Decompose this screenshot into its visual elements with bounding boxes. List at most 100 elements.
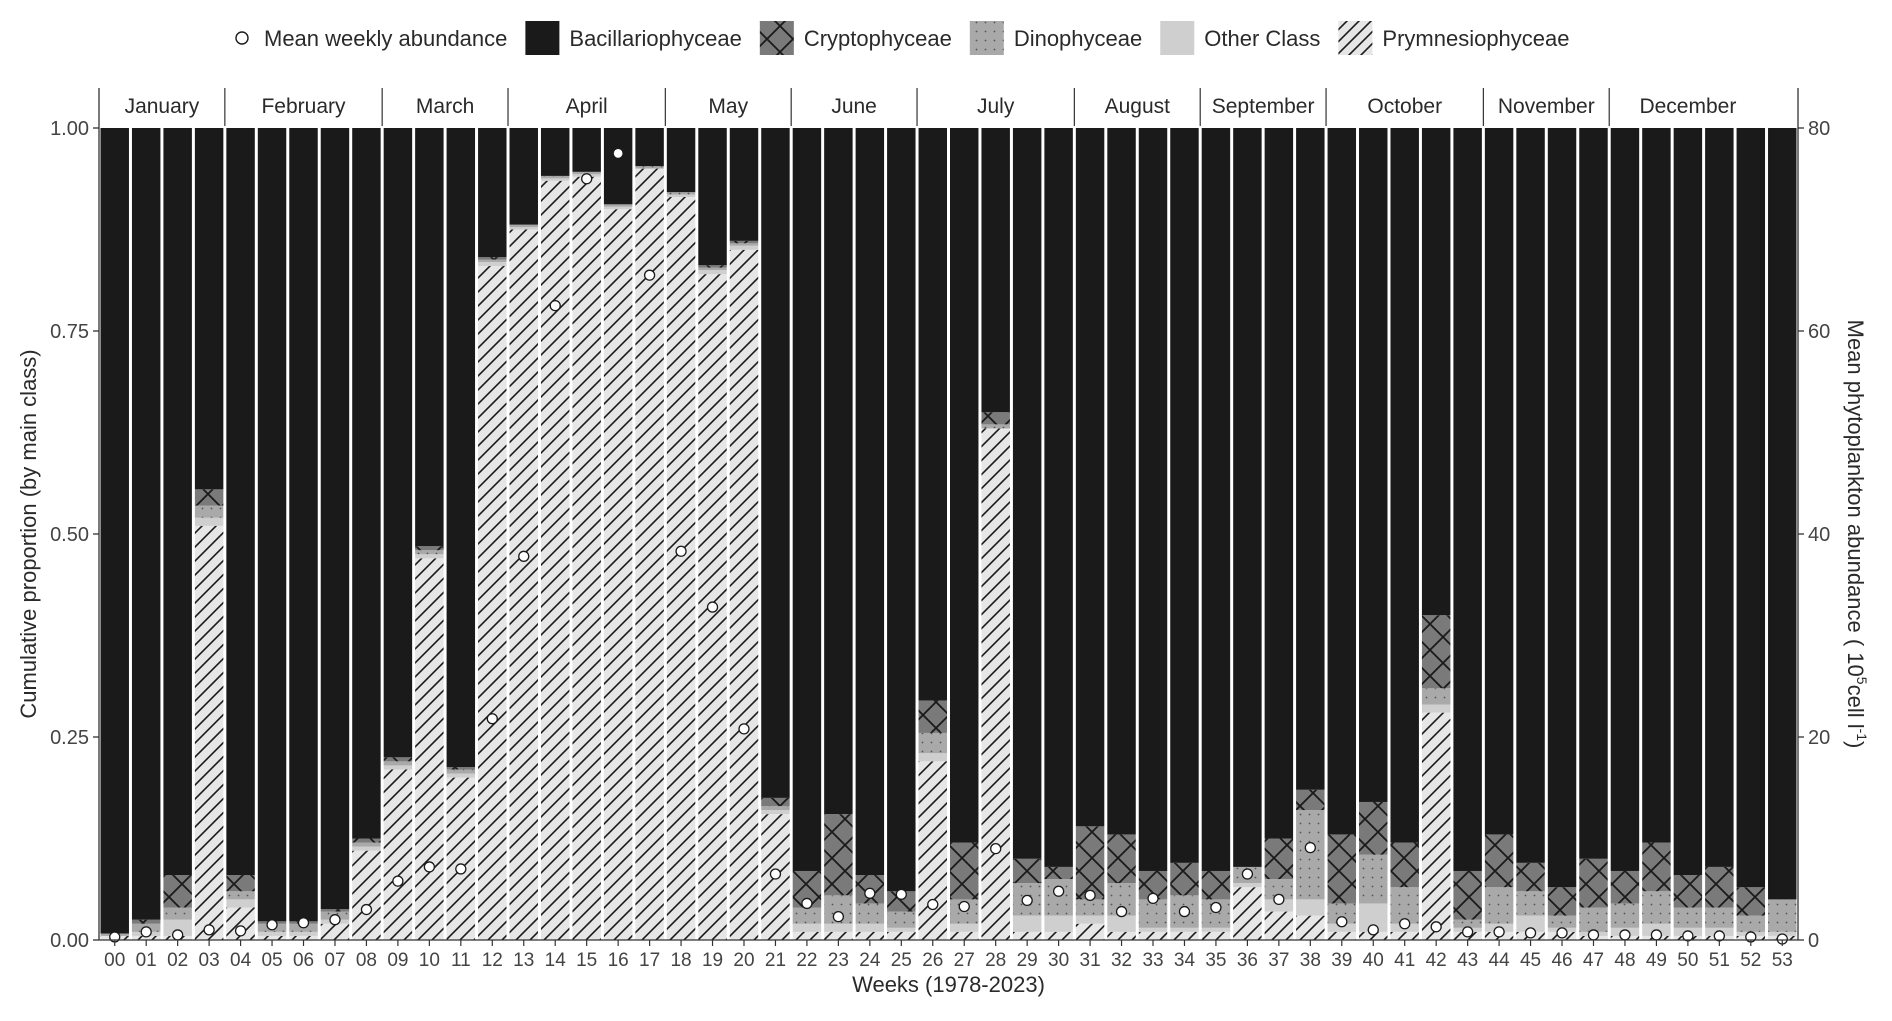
bar-segment-other-class-week-30 bbox=[1044, 915, 1073, 932]
bar-segment-cryptophyceae-week-23 bbox=[824, 814, 853, 896]
bar-segment-prymnesiophyceae-week-05 bbox=[257, 935, 287, 940]
bar-segment-cryptophyceae-week-52 bbox=[1736, 887, 1766, 916]
abundance-point-week-25 bbox=[895, 888, 907, 900]
x-tick-label: 52 bbox=[1740, 950, 1761, 971]
abundance-point-week-22 bbox=[801, 897, 813, 910]
bar-segment-dinophyceae-week-21 bbox=[761, 806, 790, 811]
legend-swatch-bac bbox=[525, 21, 560, 55]
bar-segment-bacillariophyceae-week-00 bbox=[100, 128, 129, 934]
month-label: August bbox=[1105, 95, 1171, 118]
bar-segment-dinophyceae-week-38 bbox=[1296, 810, 1325, 900]
bar-segment-prymnesiophyceae-week-08 bbox=[352, 850, 381, 940]
bar-segment-other-class-week-33 bbox=[1138, 927, 1168, 932]
bar-segment-cryptophyceae-week-44 bbox=[1484, 834, 1514, 888]
bar-segment-dinophyceae-week-41 bbox=[1390, 887, 1419, 924]
x-tick-label: 46 bbox=[1551, 950, 1572, 971]
month-label: May bbox=[708, 95, 748, 118]
month-label: June bbox=[831, 95, 877, 118]
bar-segment-dinophyceae-week-46 bbox=[1547, 915, 1577, 928]
bar-segment-bacillariophyceae-week-08 bbox=[352, 128, 381, 839]
bar-segment-bacillariophyceae-week-18 bbox=[666, 128, 696, 193]
bar-segment-prymnesiophyceae-week-24 bbox=[855, 931, 885, 940]
bar-segment-other-class-week-09 bbox=[383, 765, 413, 770]
month-label: February bbox=[261, 95, 346, 118]
bar-segment-bacillariophyceae-week-41 bbox=[1390, 128, 1419, 843]
bar-segment-bacillariophyceae-week-04 bbox=[226, 128, 255, 876]
bar-segment-dinophyceae-week-19 bbox=[698, 267, 727, 271]
bar-segment-bacillariophyceae-week-31 bbox=[1075, 128, 1105, 827]
bar-segment-other-class-week-04 bbox=[226, 899, 255, 908]
abundance-point-week-26 bbox=[927, 898, 939, 911]
bar-segment-cryptophyceae-week-27 bbox=[950, 842, 979, 900]
bar-segment-dinophyceae-week-16 bbox=[603, 204, 633, 207]
bar-segment-prymnesiophyceae-week-20 bbox=[729, 249, 759, 941]
abundance-point-week-47 bbox=[1587, 929, 1600, 941]
abundance-point-week-04 bbox=[234, 925, 247, 937]
bar-segment-dinophyceae-week-28 bbox=[981, 424, 1010, 429]
bar-segment-other-class-week-24 bbox=[855, 923, 885, 932]
abundance-point-week-17 bbox=[643, 269, 656, 281]
bar-segment-other-class-week-26 bbox=[918, 753, 947, 762]
bar-segment-cryptophyceae-week-49 bbox=[1642, 842, 1671, 892]
legend-label: Cryptophyceae bbox=[804, 26, 952, 51]
bar-segment-cryptophyceae-week-39 bbox=[1327, 834, 1357, 904]
bar-segment-bacillariophyceae-week-42 bbox=[1421, 128, 1451, 616]
bar-segment-prymnesiophyceae-week-27 bbox=[950, 931, 979, 940]
y-axis-left-title: Cumulative proportion (by main class) bbox=[16, 349, 41, 718]
abundance-point-week-14 bbox=[549, 299, 561, 312]
x-tick-label: 02 bbox=[167, 950, 188, 971]
bar-segment-prymnesiophyceae-week-12 bbox=[478, 266, 507, 940]
bar-segment-other-class-week-13 bbox=[509, 227, 538, 230]
abundance-point-week-19 bbox=[706, 601, 719, 613]
bar-segment-bacillariophyceae-week-26 bbox=[918, 128, 947, 701]
bar-segment-bacillariophyceae-week-14 bbox=[540, 128, 570, 176]
abundance-point-week-01 bbox=[140, 926, 152, 938]
abundance-point-week-29 bbox=[1021, 894, 1033, 907]
legend-item-bac: Bacillariophyceae bbox=[525, 21, 742, 55]
bar-segment-cryptophyceae-week-10 bbox=[415, 546, 444, 551]
abundance-point-week-16 bbox=[612, 147, 624, 160]
bar-segment-dinophyceae-week-44 bbox=[1484, 887, 1514, 924]
bar-segment-bacillariophyceae-week-15 bbox=[572, 128, 601, 172]
x-tick-label: 30 bbox=[1048, 950, 1069, 971]
bar-segment-prymnesiophyceae-week-13 bbox=[509, 229, 538, 940]
bar-segment-cryptophyceae-week-02 bbox=[163, 875, 192, 908]
legend-item-abundance: Mean weekly abundance bbox=[235, 26, 507, 51]
x-tick-label: 45 bbox=[1520, 950, 1541, 971]
bar-segment-bacillariophyceae-week-40 bbox=[1359, 128, 1388, 802]
abundance-point-week-18 bbox=[675, 545, 687, 557]
bar-segment-prymnesiophyceae-week-07 bbox=[320, 923, 350, 940]
bar-segment-dinophyceae-week-22 bbox=[792, 907, 822, 924]
abundance-point-week-46 bbox=[1556, 927, 1568, 939]
bar-segment-cryptophyceae-week-19 bbox=[698, 265, 727, 268]
bar-segment-cryptophyceae-week-42 bbox=[1421, 615, 1451, 689]
legend-item-pry: Prymnesiophyceae bbox=[1338, 21, 1570, 55]
bars bbox=[100, 128, 1797, 941]
x-tick-label: 26 bbox=[922, 950, 943, 971]
bar-segment-other-class-week-45 bbox=[1516, 915, 1545, 932]
abundance-point-week-08 bbox=[360, 903, 373, 916]
bar-segment-cryptophyceae-week-11 bbox=[446, 767, 476, 770]
bar-segment-dinophyceae-week-10 bbox=[415, 550, 444, 555]
x-tick-label: 33 bbox=[1142, 950, 1163, 971]
left-tick-label: 1.00 bbox=[50, 118, 89, 140]
right-tick-label: 60 bbox=[1808, 321, 1830, 343]
bar-segment-cryptophyceae-week-35 bbox=[1201, 870, 1231, 900]
bar-segment-dinophyceae-week-26 bbox=[918, 732, 947, 754]
bar-segment-other-class-week-32 bbox=[1107, 915, 1136, 932]
bar-segment-prymnesiophyceae-week-09 bbox=[383, 769, 413, 940]
bar-segment-other-class-week-27 bbox=[950, 923, 979, 932]
bar-segment-other-class-week-20 bbox=[729, 245, 759, 250]
bar-segment-bacillariophyceae-week-37 bbox=[1264, 128, 1294, 839]
abundance-point-week-28 bbox=[990, 843, 1002, 855]
abundance-point-week-48 bbox=[1619, 929, 1631, 941]
bar-segment-bacillariophyceae-week-29 bbox=[1012, 128, 1042, 859]
bar-segment-prymnesiophyceae-week-36 bbox=[1233, 887, 1262, 940]
bar-segment-prymnesiophyceae-week-34 bbox=[1170, 931, 1199, 940]
bar-segment-prymnesiophyceae-week-10 bbox=[415, 558, 444, 940]
x-tick-label: 49 bbox=[1646, 950, 1667, 971]
bar-segment-dinophyceae-week-02 bbox=[163, 907, 192, 920]
bar-segment-bacillariophyceae-week-25 bbox=[887, 128, 916, 892]
x-tick-label: 20 bbox=[733, 950, 754, 971]
bar-segment-bacillariophyceae-week-16 bbox=[603, 128, 633, 205]
